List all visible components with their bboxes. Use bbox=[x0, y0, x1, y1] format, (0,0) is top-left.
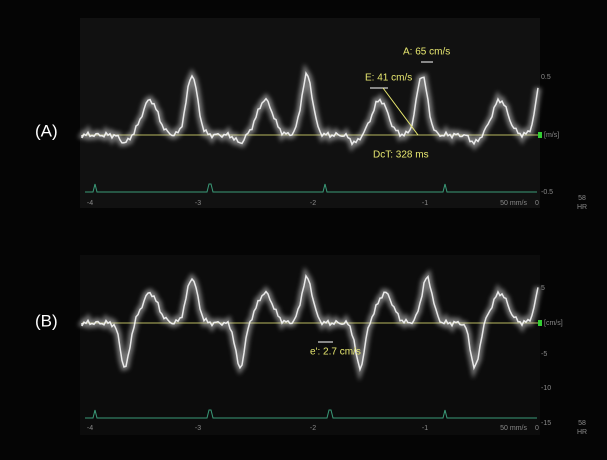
y-tick-label: -15 bbox=[541, 420, 551, 427]
ecg-trace bbox=[85, 409, 537, 419]
x-tick-label: -2 bbox=[310, 200, 316, 207]
y-tick-label: 5 bbox=[541, 285, 545, 292]
x-tick-label: -1 bbox=[422, 200, 428, 207]
measure-line bbox=[382, 87, 419, 136]
annotation: E: 41 cm/s bbox=[365, 73, 412, 84]
x-tick-label: -3 bbox=[195, 200, 201, 207]
hr-value: 58 bbox=[578, 420, 586, 427]
speed-label: 50 mm/s bbox=[500, 200, 527, 207]
annotation: DcT: 328 ms bbox=[373, 150, 429, 161]
unit-marker bbox=[538, 320, 542, 326]
x-tick-label: -2 bbox=[310, 425, 316, 432]
x-tick-label: -1 bbox=[422, 425, 428, 432]
y-tick-label: 0.5 bbox=[541, 74, 551, 81]
unit-label: [m/s] bbox=[544, 132, 559, 139]
unit-marker bbox=[538, 132, 542, 138]
y-tick-label: -10 bbox=[541, 385, 551, 392]
speed-label: 50 mm/s bbox=[500, 425, 527, 432]
x-tick-label: -4 bbox=[87, 200, 93, 207]
doppler-trace bbox=[81, 273, 539, 372]
hr-label: HR bbox=[577, 429, 587, 436]
annotation: e': 2.7 cm/s bbox=[310, 347, 361, 358]
panel-a-area bbox=[80, 18, 540, 208]
hr-value: 58 bbox=[578, 195, 586, 202]
hr-label: HR bbox=[577, 204, 587, 211]
doppler-trace bbox=[81, 71, 539, 146]
x-tick-label: 0 bbox=[535, 425, 539, 432]
ecg-trace bbox=[85, 183, 537, 193]
panel-label: (B) bbox=[35, 311, 58, 330]
content: (A) A: 65 cm/s E: 41 cm/s DcT: 328 ms 0.5 -0.… bbox=[35, 47, 587, 436]
unit-label: [cm/s] bbox=[544, 320, 563, 327]
annotation: A: 65 cm/s bbox=[403, 47, 450, 58]
y-tick-label: -0.5 bbox=[541, 189, 553, 196]
x-tick-label: -3 bbox=[195, 425, 201, 432]
y-tick-label: -5 bbox=[541, 351, 547, 358]
x-tick-label: 0 bbox=[535, 200, 539, 207]
x-tick-label: -4 bbox=[87, 425, 93, 432]
panel-label: (A) bbox=[35, 121, 58, 140]
